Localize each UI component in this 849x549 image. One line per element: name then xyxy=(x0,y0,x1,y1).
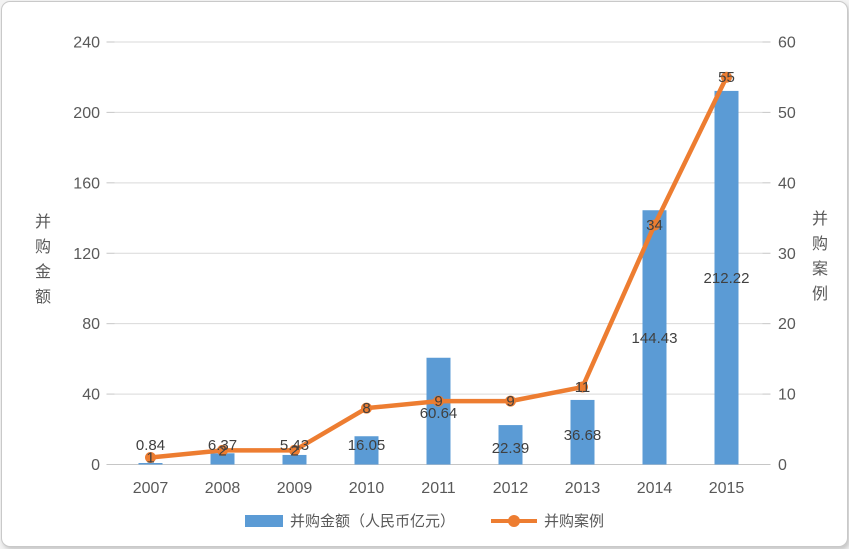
left-axis-tick-label: 120 xyxy=(73,246,100,263)
line-marker-2010 xyxy=(361,402,372,414)
right-axis-tick-label: 20 xyxy=(778,316,796,333)
x-axis-label: 2010 xyxy=(349,480,385,497)
x-axis-label: 2013 xyxy=(565,480,601,497)
bar-data-label: 212.22 xyxy=(704,270,750,287)
line-marker-2008 xyxy=(217,444,228,456)
bar-data-label: 5.43 xyxy=(280,437,309,454)
bar-2010 xyxy=(354,436,379,465)
left-axis-tick-label: 240 xyxy=(73,35,100,52)
right-axis-tick-label: 40 xyxy=(778,175,796,192)
legend-label-amount: 并购金额（人民币亿元） xyxy=(289,513,455,530)
bar-data-label: 36.68 xyxy=(564,427,602,444)
bar-2007 xyxy=(138,463,163,465)
line-data-label: 34 xyxy=(646,217,663,234)
x-axis-label: 2007 xyxy=(133,480,169,497)
left-axis-title: 并购金额 xyxy=(32,213,49,313)
x-axis-label: 2008 xyxy=(205,480,241,497)
bar-2014 xyxy=(642,210,667,465)
legend: 并购金额（人民币亿元） 并购案例 xyxy=(2,510,847,531)
bar-data-label: 22.39 xyxy=(492,440,530,457)
right-axis-tick-label: 60 xyxy=(778,35,796,52)
line-marker-2015 xyxy=(721,71,732,83)
line-marker-2007 xyxy=(145,451,156,463)
line-data-label: 9 xyxy=(506,393,514,410)
bar-2012 xyxy=(498,425,523,465)
bar-data-label: 6.37 xyxy=(208,437,237,454)
line-data-label: 11 xyxy=(575,379,591,396)
right-axis-tick-label: 50 xyxy=(778,105,796,122)
legend-label-cases: 并购案例 xyxy=(544,513,605,530)
bar-data-label: 16.05 xyxy=(348,437,386,454)
line-marker-2011 xyxy=(433,395,444,407)
left-axis-tick-label: 80 xyxy=(82,316,100,333)
bar-2015 xyxy=(714,90,739,465)
bar-data-label: 0.84 xyxy=(136,437,165,454)
legend-item-cases: 并购案例 xyxy=(491,510,604,531)
line-marker-2009 xyxy=(289,444,300,456)
line-data-label: 2 xyxy=(290,442,298,459)
bar-2008 xyxy=(210,453,235,465)
left-axis-tick-label: 200 xyxy=(73,105,100,122)
line-data-label: 9 xyxy=(434,393,442,410)
bar-data-label: 144.43 xyxy=(632,330,678,347)
left-axis-tick-label: 0 xyxy=(91,457,100,474)
right-axis-title: 并购案例 xyxy=(809,210,826,310)
bar-2011 xyxy=(426,357,451,465)
line-marker-2014 xyxy=(649,219,660,231)
left-axis-tick-label: 160 xyxy=(73,175,100,192)
x-axis-label: 2015 xyxy=(709,480,745,497)
bar-series-swatch xyxy=(244,514,283,527)
line-series-swatch xyxy=(491,514,537,527)
right-axis-tick-label: 0 xyxy=(778,457,787,474)
line-data-label: 8 xyxy=(362,400,370,417)
right-axis-tick-label: 30 xyxy=(778,246,796,263)
legend-item-amount: 并购金额（人民币亿元） xyxy=(244,510,455,531)
left-axis-tick-label: 40 xyxy=(82,387,100,404)
line-swatch-dot xyxy=(508,514,520,527)
right-axis-tick-label: 10 xyxy=(778,387,796,404)
bar-2013 xyxy=(570,399,595,465)
line-data-label: 2 xyxy=(218,442,226,459)
line-data-label: 55 xyxy=(718,69,735,86)
line-data-label: 1 xyxy=(146,449,154,466)
bar-data-label: 60.64 xyxy=(420,405,458,422)
x-axis-label: 2012 xyxy=(493,480,529,497)
bar-2009 xyxy=(282,454,307,465)
x-axis-label: 2011 xyxy=(421,480,456,497)
line-marker-2013 xyxy=(577,381,588,393)
line-marker-2012 xyxy=(505,395,516,407)
x-axis-label: 2009 xyxy=(277,480,313,497)
x-axis-label: 2014 xyxy=(637,480,673,497)
